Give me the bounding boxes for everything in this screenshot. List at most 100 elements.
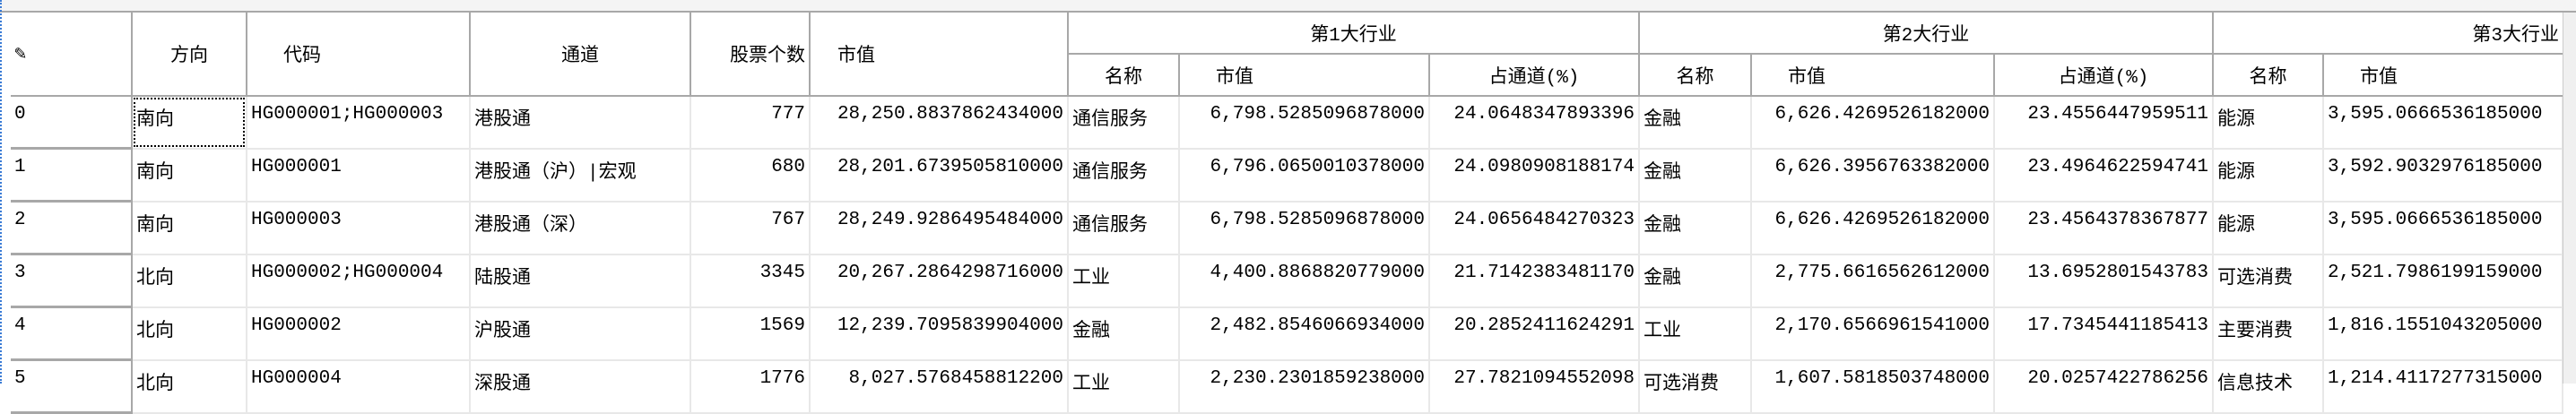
col-header-ind3-mv[interactable]: 市值 xyxy=(2323,54,2563,97)
channel-cell[interactable]: 深股通 xyxy=(470,359,691,414)
ind1-pct-cell[interactable]: 20.2852411624291 xyxy=(1429,306,1640,361)
row-index[interactable]: 2 xyxy=(11,201,133,255)
code-cell[interactable]: HG000003 xyxy=(247,201,471,255)
row-index[interactable]: 1 xyxy=(11,148,133,203)
ind2-name-cell[interactable]: 金融 xyxy=(1639,254,1752,308)
table-row[interactable]: 0 南向 HG000001;HG000003 港股通 777 28,250.8837862… xyxy=(11,96,2563,150)
ind1-pct-cell[interactable]: 21.7142383481170 xyxy=(1429,254,1640,308)
channel-cell[interactable]: 港股通（深） xyxy=(470,201,691,255)
code-cell[interactable]: HG000002;HG000004 xyxy=(247,254,471,308)
ind1-pct-cell[interactable]: 24.0656484270323 xyxy=(1429,201,1640,255)
col-header-code[interactable]: 代码 xyxy=(247,13,471,97)
ind1-name-cell[interactable]: 通信服务 xyxy=(1068,96,1180,150)
ind1-pct-cell[interactable]: 24.0980908188174 xyxy=(1429,148,1640,203)
ind1-name-cell[interactable]: 金融 xyxy=(1068,306,1180,361)
ind3-name-cell[interactable]: 能源 xyxy=(2213,201,2324,255)
direction-cell[interactable]: 北向 xyxy=(132,306,247,361)
col-header-ind2-mv[interactable]: 市值 xyxy=(1751,54,1995,97)
ind1-mv-cell[interactable]: 4,400.8868820779000 xyxy=(1179,254,1430,308)
ind3-mv-cell[interactable]: 3,592.9032976185000 xyxy=(2323,148,2563,203)
col-header-channel[interactable]: 通道 xyxy=(470,13,691,97)
vertical-scrollbar[interactable] xyxy=(2563,13,2576,384)
stock-count-cell[interactable]: 680 xyxy=(690,148,811,203)
direction-cell[interactable]: 北向 xyxy=(132,254,247,308)
group-header-industry-3[interactable]: 第3大行业 xyxy=(2213,13,2563,55)
ind2-mv-cell[interactable]: 1,607.5818503748000 xyxy=(1751,359,1995,414)
ind1-mv-cell[interactable]: 6,796.0650010378000 xyxy=(1179,148,1430,203)
table-row[interactable]: 4 北向 HG000002 沪股通 1569 12,239.7095839904000 金融… xyxy=(11,306,2563,361)
direction-cell[interactable]: 南向 xyxy=(132,96,247,150)
table-row[interactable]: 1 南向 HG000001 港股通（沪）|宏观 680 28,201.6739505810… xyxy=(11,148,2563,203)
market-value-cell[interactable]: 12,239.7095839904000 xyxy=(810,306,1069,361)
ind2-mv-cell[interactable]: 6,626.3956763382000 xyxy=(1751,148,1995,203)
direction-cell[interactable]: 南向 xyxy=(132,201,247,255)
ind1-mv-cell[interactable]: 2,482.8546066934000 xyxy=(1179,306,1430,361)
ind2-mv-cell[interactable]: 6,626.4269526182000 xyxy=(1751,96,1995,150)
ind3-name-cell[interactable]: 能源 xyxy=(2213,148,2324,203)
ind2-name-cell[interactable]: 金融 xyxy=(1639,96,1752,150)
stock-count-cell[interactable]: 3345 xyxy=(690,254,811,308)
channel-cell[interactable]: 沪股通 xyxy=(470,306,691,361)
ind2-name-cell[interactable]: 金融 xyxy=(1639,148,1752,203)
direction-cell[interactable]: 北向 xyxy=(132,359,247,414)
code-cell[interactable]: HG000002 xyxy=(247,306,471,361)
ind1-pct-cell[interactable]: 27.7821094552098 xyxy=(1429,359,1640,414)
ind1-name-cell[interactable]: 工业 xyxy=(1068,359,1180,414)
ind2-mv-cell[interactable]: 2,170.6566961541000 xyxy=(1751,306,1995,361)
stock-count-cell[interactable]: 1776 xyxy=(690,359,811,414)
ind1-name-cell[interactable]: 工业 xyxy=(1068,254,1180,308)
col-header-ind2-pct[interactable]: 占通道(%) xyxy=(1994,54,2214,97)
stock-count-cell[interactable]: 767 xyxy=(690,201,811,255)
col-header-ind1-mv[interactable]: 市值 xyxy=(1179,54,1430,97)
ind1-mv-cell[interactable]: 6,798.5285096878000 xyxy=(1179,96,1430,150)
code-cell[interactable]: HG000001;HG000003 xyxy=(247,96,471,150)
ind3-name-cell[interactable]: 主要消费 xyxy=(2213,306,2324,361)
ind1-name-cell[interactable]: 通信服务 xyxy=(1068,201,1180,255)
ind1-pct-cell[interactable]: 24.0648347893396 xyxy=(1429,96,1640,150)
ind3-mv-cell[interactable]: 2,521.7986199159000 xyxy=(2323,254,2563,308)
ind3-name-cell[interactable]: 可选消费 xyxy=(2213,254,2324,308)
market-value-cell[interactable]: 8,027.5768458812200 xyxy=(810,359,1069,414)
ind3-name-cell[interactable]: 信息技术 xyxy=(2213,359,2324,414)
ind1-name-cell[interactable]: 通信服务 xyxy=(1068,148,1180,203)
table-row[interactable]: 2 南向 HG000003 港股通（深） 767 28,249.9286495484000… xyxy=(11,201,2563,255)
channel-cell[interactable]: 港股通 xyxy=(470,96,691,150)
ind2-name-cell[interactable]: 金融 xyxy=(1639,201,1752,255)
ind3-mv-cell[interactable]: 3,595.0666536185000 xyxy=(2323,201,2563,255)
row-header-corner[interactable]: ✎ xyxy=(11,13,133,97)
col-header-direction[interactable]: 方向 xyxy=(132,13,247,97)
col-header-ind3-name[interactable]: 名称 xyxy=(2213,54,2324,97)
col-header-ind1-pct[interactable]: 占通道(%) xyxy=(1429,54,1640,97)
channel-cell[interactable]: 港股通（沪）|宏观 xyxy=(470,148,691,203)
table-row[interactable]: 3 北向 HG000002;HG000004 陆股通 3345 20,267.286429… xyxy=(11,254,2563,308)
row-index[interactable]: 3 xyxy=(11,254,133,308)
stock-count-cell[interactable]: 777 xyxy=(690,96,811,150)
market-value-cell[interactable]: 28,201.6739505810000 xyxy=(810,148,1069,203)
ind3-name-cell[interactable]: 能源 xyxy=(2213,96,2324,150)
row-index[interactable]: 4 xyxy=(11,306,133,361)
row-index[interactable]: 5 xyxy=(11,359,133,414)
ind2-pct-cell[interactable]: 17.7345441185413 xyxy=(1994,306,2214,361)
col-header-stock-count[interactable]: 股票个数 xyxy=(690,13,811,97)
code-cell[interactable]: HG000004 xyxy=(247,359,471,414)
ind2-name-cell[interactable]: 工业 xyxy=(1639,306,1752,361)
row-index[interactable]: 0 xyxy=(11,96,133,150)
ind1-mv-cell[interactable]: 6,798.5285096878000 xyxy=(1179,201,1430,255)
direction-cell[interactable]: 南向 xyxy=(132,148,247,203)
ind2-pct-cell[interactable]: 13.6952801543783 xyxy=(1994,254,2214,308)
col-header-ind2-name[interactable]: 名称 xyxy=(1639,54,1752,97)
market-value-cell[interactable]: 28,249.9286495484000 xyxy=(810,201,1069,255)
ind2-pct-cell[interactable]: 20.0257422786256 xyxy=(1994,359,2214,414)
group-header-industry-2[interactable]: 第2大行业 xyxy=(1639,13,2214,55)
ind2-mv-cell[interactable]: 2,775.6616562612000 xyxy=(1751,254,1995,308)
market-value-cell[interactable]: 28,250.8837862434000 xyxy=(810,96,1069,150)
ind3-mv-cell[interactable]: 1,214.4117277315000 xyxy=(2323,359,2563,414)
ind2-pct-cell[interactable]: 23.4564378367877 xyxy=(1994,201,2214,255)
stock-count-cell[interactable]: 1569 xyxy=(690,306,811,361)
ind1-mv-cell[interactable]: 2,230.2301859238000 xyxy=(1179,359,1430,414)
code-cell[interactable]: HG000001 xyxy=(247,148,471,203)
group-header-industry-1[interactable]: 第1大行业 xyxy=(1068,13,1640,55)
ind2-pct-cell[interactable]: 23.4556447959511 xyxy=(1994,96,2214,150)
ind3-mv-cell[interactable]: 1,816.1551043205000 xyxy=(2323,306,2563,361)
market-value-cell[interactable]: 20,267.2864298716000 xyxy=(810,254,1069,308)
